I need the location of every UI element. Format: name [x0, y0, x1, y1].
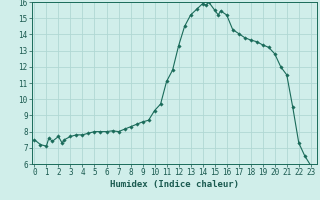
- X-axis label: Humidex (Indice chaleur): Humidex (Indice chaleur): [110, 180, 239, 189]
